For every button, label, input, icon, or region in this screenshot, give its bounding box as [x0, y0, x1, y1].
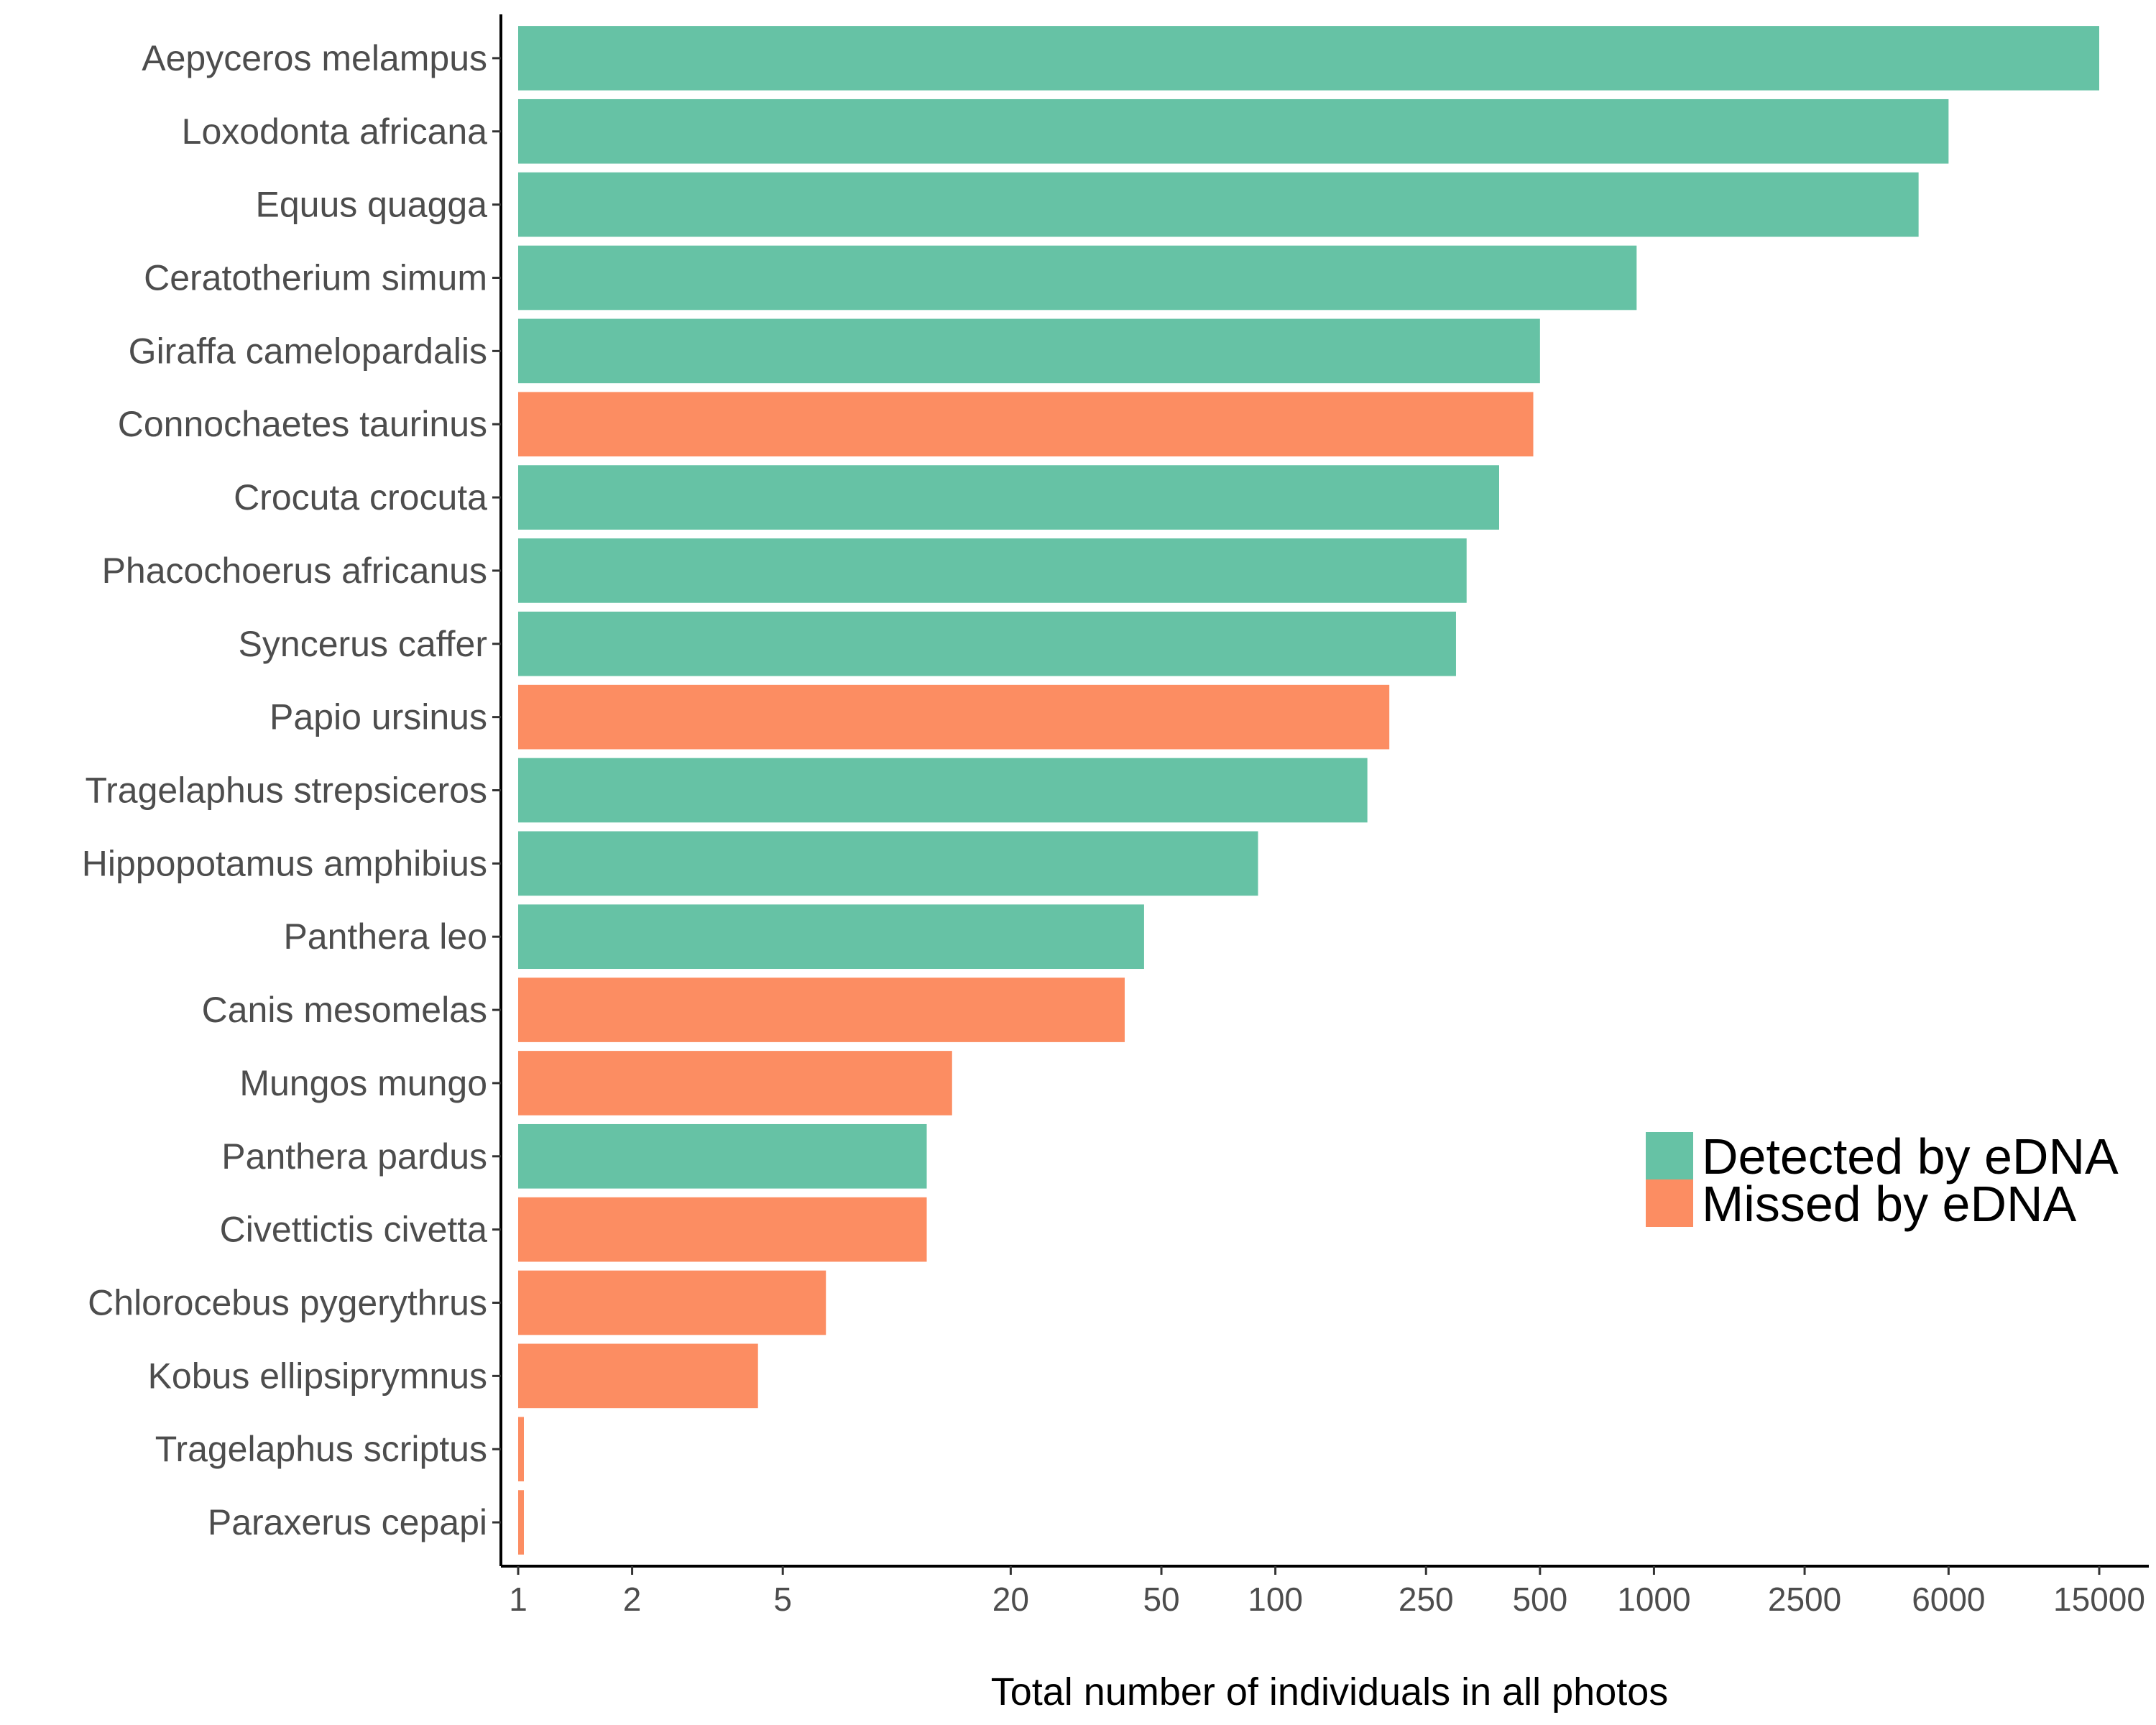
- x-tick-label: 20: [992, 1581, 1029, 1618]
- category-label: Canis mesomelas: [202, 990, 487, 1030]
- x-tick-label: 6000: [1912, 1581, 1985, 1618]
- x-tick-label: 1: [509, 1581, 528, 1618]
- bar: [518, 1270, 826, 1335]
- category-label: Syncerus caffer: [239, 624, 487, 664]
- x-axis-title: Total number of individuals in all photo…: [991, 1670, 1669, 1714]
- x-tick-label: 5: [773, 1581, 792, 1618]
- category-label: Equus quagga: [255, 185, 487, 225]
- category-label: Crocuta crocuta: [234, 477, 487, 518]
- bar: [518, 98, 1949, 164]
- category-label: Giraffa camelopardalis: [129, 331, 487, 371]
- category-label: Hippopotamus amphibius: [82, 843, 487, 883]
- category-label: Mungos mungo: [239, 1063, 487, 1103]
- legend-label: Detected by eDNA: [1702, 1128, 2119, 1184]
- category-label: Paraxerus cepapi: [208, 1502, 487, 1542]
- category-label: Aepyceros melampus: [142, 38, 487, 78]
- legend-key: [1646, 1179, 1693, 1227]
- bar: [518, 172, 1919, 237]
- bar: [518, 1490, 524, 1555]
- bar: [518, 538, 1467, 603]
- bar: [518, 1051, 952, 1116]
- category-label: Tragelaphus strepsiceros: [85, 770, 487, 811]
- x-tick-label: 2500: [1768, 1581, 1841, 1618]
- bar: [518, 1197, 927, 1262]
- category-label: Tragelaphus scriptus: [155, 1429, 487, 1469]
- legend-label: Missed by eDNA: [1702, 1176, 2077, 1232]
- bar: [518, 1417, 524, 1482]
- category-label: Civettictis civetta: [220, 1210, 488, 1250]
- bar: [518, 1343, 758, 1409]
- x-tick-label: 500: [1512, 1581, 1567, 1618]
- bars-layer: [518, 26, 2099, 1555]
- category-label: Kobus ellipsiprymnus: [148, 1356, 487, 1396]
- category-label: Panthera leo: [283, 916, 487, 957]
- category-label: Chlorocebus pygerythrus: [88, 1283, 487, 1323]
- category-label: Ceratotherium simum: [144, 258, 487, 298]
- legend-key: [1646, 1132, 1693, 1179]
- bar: [518, 611, 1456, 676]
- x-tick-label: 250: [1399, 1581, 1454, 1618]
- category-labels: Aepyceros melampus Loxodonta africana Equu…: [82, 38, 487, 1542]
- bar: [518, 318, 1540, 384]
- bar: [518, 392, 1534, 457]
- category-label: Papio ursinus: [270, 697, 487, 737]
- bar: [518, 758, 1368, 823]
- x-tick-label: 50: [1143, 1581, 1179, 1618]
- category-label: Loxodonta africana: [182, 111, 488, 152]
- bar: [518, 26, 2099, 91]
- x-tick-label: 100: [1248, 1581, 1303, 1618]
- y-ticks: [492, 57, 501, 1524]
- category-label: Phacochoerus africanus: [102, 551, 487, 591]
- bar: [518, 904, 1144, 970]
- bar: [518, 684, 1390, 750]
- x-tick-label: 15000: [2053, 1581, 2145, 1618]
- bar: [518, 1123, 927, 1189]
- x-tick-label: 2: [623, 1581, 642, 1618]
- x-ticks: 1 2 5 20 50 100 250 500 1000 2500 6000 15000: [509, 1566, 2145, 1618]
- bar: [518, 978, 1125, 1042]
- x-tick-label: 1000: [1617, 1581, 1690, 1618]
- bar: [518, 465, 1499, 530]
- category-label: Panthera pardus: [221, 1136, 487, 1177]
- bar: [518, 831, 1258, 896]
- category-label: Connochaetes taurinus: [118, 404, 487, 444]
- bar: [518, 245, 1637, 310]
